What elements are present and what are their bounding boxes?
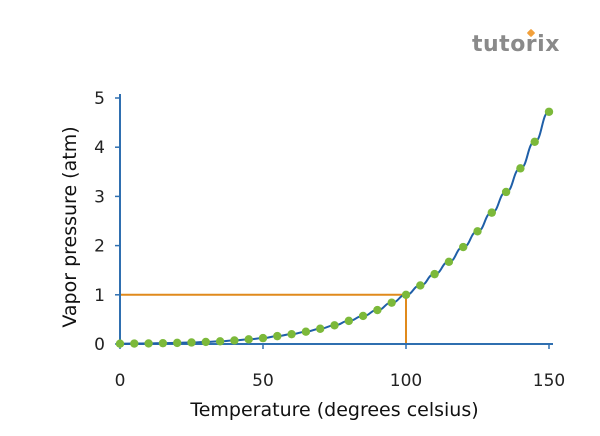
y-tick-label: 3 <box>94 187 105 207</box>
x-tick-labels: 0 50 100 150 <box>115 371 566 391</box>
data-point <box>344 316 353 326</box>
data-point <box>201 337 210 347</box>
data-point <box>173 338 182 348</box>
data-point <box>444 257 454 267</box>
data-point <box>487 208 496 217</box>
x-tick-label: 0 <box>115 371 126 391</box>
x-tick-label: 100 <box>390 371 422 391</box>
data-point <box>358 311 368 321</box>
data-point <box>115 339 125 348</box>
y-axis-title: Vapor pressure (atm) <box>59 126 81 327</box>
data-point <box>387 298 396 307</box>
y-tick-label: 4 <box>94 138 105 158</box>
data-point <box>301 327 311 336</box>
x-tick-label: 150 <box>533 371 565 391</box>
data-point <box>416 281 425 290</box>
data-point <box>330 321 339 330</box>
data-point <box>244 335 253 344</box>
y-tick-label: 2 <box>94 237 105 257</box>
x-axis-title: Temperature (degrees celsius) <box>189 399 478 421</box>
tutorix-logo: tutorix <box>472 32 560 57</box>
y-tick-label: 0 <box>94 335 105 355</box>
data-point <box>215 337 225 346</box>
data-point <box>258 333 268 343</box>
y-tick-labels: 0 1 2 3 4 5 <box>94 89 105 355</box>
data-point <box>316 324 325 333</box>
y-tick-label: 5 <box>94 89 105 109</box>
reference-lines <box>120 293 407 344</box>
data-point <box>230 336 239 345</box>
data-point <box>130 339 139 348</box>
data-point <box>158 338 168 348</box>
data-point <box>144 339 153 348</box>
axes <box>115 94 553 349</box>
data-point <box>373 305 382 315</box>
y-tick-label: 1 <box>94 286 105 306</box>
data-point <box>401 290 411 299</box>
data-point <box>459 242 468 252</box>
data-point <box>287 329 296 339</box>
data-point <box>273 331 282 341</box>
fit-curve <box>119 110 550 345</box>
data-point <box>516 164 525 173</box>
data-point <box>501 187 511 197</box>
data-point <box>530 137 539 146</box>
data-point <box>544 107 554 116</box>
data-point <box>473 227 482 236</box>
data-point <box>187 338 196 347</box>
x-tick-label: 50 <box>252 371 274 391</box>
data-point <box>430 269 439 279</box>
data-points <box>115 107 554 348</box>
